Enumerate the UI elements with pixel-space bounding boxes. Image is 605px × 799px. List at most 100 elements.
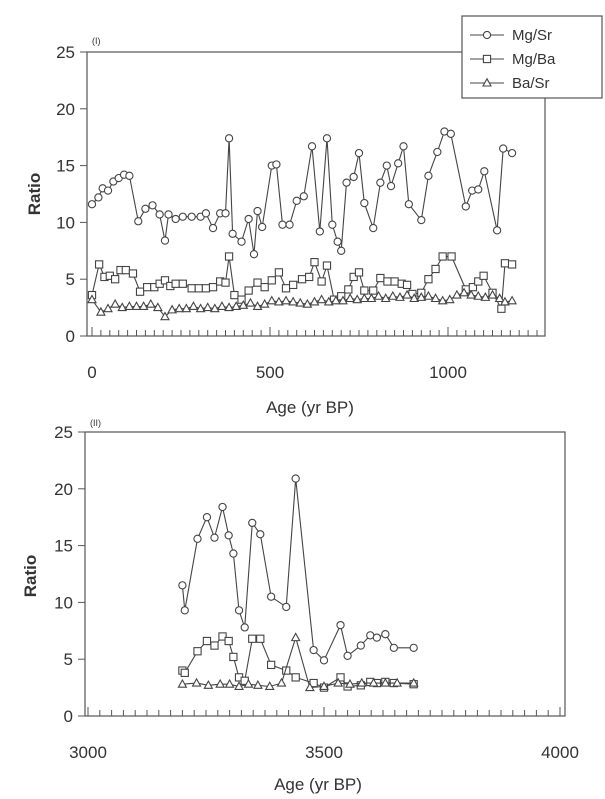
data-point-mg-sr: [125, 171, 134, 180]
data-point-mg-sr: [266, 592, 276, 601]
data-point-ba-sr: [117, 302, 128, 312]
data-point-ba-sr: [174, 303, 185, 313]
x-tick-label-500: 500: [256, 363, 284, 382]
data-point-ba-sr: [345, 678, 355, 688]
data-point-mg-ba: [193, 647, 202, 656]
data-point-mg-ba: [171, 279, 180, 288]
data-point-ba-sr: [366, 293, 377, 303]
data-point-mg-sr: [319, 656, 329, 665]
data-point-mg-sr: [249, 250, 259, 259]
data-point-mg-sr: [336, 620, 345, 630]
data-point-mg-sr: [141, 204, 150, 213]
data-point-mg-sr: [424, 171, 433, 180]
panel-label-i: (I): [92, 36, 101, 46]
data-point-mg-ba: [224, 636, 233, 646]
data-point-ba-sr: [124, 301, 135, 311]
data-point-mg-sr: [278, 220, 287, 229]
data-point-ba-sr: [480, 292, 491, 301]
data-point-mg-ba: [274, 268, 284, 277]
plot-frame-panel-i: [86, 51, 546, 337]
data-point-mg-sr: [256, 530, 265, 539]
data-point-mg-ba: [291, 673, 300, 682]
data-point-mg-sr: [253, 206, 262, 216]
data-point-ba-sr: [131, 301, 142, 311]
data-point-mg-ba: [424, 275, 433, 284]
data-point-ba-sr: [138, 301, 149, 311]
data-point-mg-ba: [143, 283, 152, 292]
data-point-mg-ba: [497, 304, 506, 313]
data-point-mg-sr: [474, 185, 483, 194]
data-point-ba-sr: [191, 677, 202, 687]
data-point-mg-ba: [500, 259, 510, 268]
y-tick-label-5: 5: [64, 650, 73, 669]
data-point-ba-sr: [224, 678, 235, 688]
data-point-ba-sr: [402, 289, 412, 299]
data-point-mg-ba: [507, 260, 517, 269]
panel-i: (I) Ratio Age (yr BP) 0 5 10 15 20 25 0 500 1000: [25, 36, 546, 417]
data-point-ba-sr: [202, 302, 213, 312]
data-point-ba-sr: [459, 287, 469, 297]
data-point-mg-sr: [399, 142, 408, 151]
data-point-ba-sr: [392, 677, 403, 687]
data-point-mg-sr: [309, 645, 318, 655]
y-tick-label-0: 0: [64, 707, 73, 726]
data-point-ba-sr: [395, 292, 405, 301]
data-point-ba-sr: [500, 296, 510, 306]
data-point-mg-ba: [208, 283, 218, 292]
data-point-mg-ba: [317, 277, 326, 286]
data-point-mg-sr: [240, 623, 249, 632]
data-point-mg-sr: [372, 633, 382, 642]
data-point-mg-sr: [386, 181, 396, 191]
data-point-mg-ba: [376, 273, 385, 283]
panel-ii: (II) Ratio Age (yr BP) 0 5 10 15 20 25 3000 350…: [21, 418, 579, 794]
data-point-mg-ba: [267, 276, 276, 285]
data-point-mg-sr: [201, 209, 211, 218]
data-point-mg-sr: [272, 160, 281, 169]
data-point-mg-ba: [438, 252, 447, 261]
data-point-mg-sr: [234, 606, 244, 615]
y-tick-label-25: 25: [54, 423, 73, 442]
data-point-mg-sr: [349, 172, 358, 182]
data-point-mg-ba: [322, 261, 332, 270]
data-point-mg-sr: [282, 602, 291, 612]
y-tick-label-10: 10: [54, 593, 73, 612]
data-point-mg-ba: [354, 268, 364, 277]
data-point-mg-sr: [322, 134, 332, 143]
y-tick-label-5: 5: [66, 270, 75, 289]
data-point-mg-ba: [281, 284, 291, 293]
data-point-mg-sr: [258, 222, 267, 232]
data-point-ba-sr: [160, 311, 170, 321]
data-point-mg-sr: [237, 237, 246, 246]
data-point-ba-sr: [259, 298, 270, 308]
data-point-mg-sr: [224, 531, 233, 540]
data-point-mg-ba: [178, 279, 187, 288]
plot-frame-panel-ii: [84, 431, 566, 717]
data-point-ba-sr: [203, 679, 214, 689]
x-tick-label-1000: 1000: [429, 363, 467, 382]
data-point-ba-sr: [245, 297, 256, 307]
data-point-mg-sr: [433, 147, 442, 157]
series-group-panel-ii: [177, 474, 419, 692]
data-point-ba-sr: [444, 294, 455, 304]
data-point-mg-ba: [402, 280, 412, 290]
data-point-mg-ba: [224, 252, 234, 261]
data-point-mg-ba: [474, 277, 483, 286]
data-point-mg-ba: [121, 265, 130, 275]
data-point-mg-sr: [221, 209, 230, 218]
data-point-mg-sr: [94, 193, 103, 202]
data-point-ba-sr: [181, 303, 192, 313]
y-axis-title-panel-ii: Ratio: [21, 555, 40, 598]
data-point-mg-sr: [285, 220, 294, 229]
data-point-mg-ba: [468, 283, 478, 292]
series-line-mg-sr: [181, 478, 414, 662]
data-point-ba-sr: [359, 293, 370, 303]
data-point-mg-sr: [382, 161, 391, 170]
data-point-mg-ba: [297, 275, 307, 284]
data-point-mg-sr: [148, 201, 157, 210]
data-point-mg-sr: [155, 210, 164, 219]
y-tick-label-10: 10: [56, 213, 75, 232]
legend-marker-ba-sr: [482, 77, 492, 87]
data-point-mg-sr: [409, 643, 418, 652]
y-axis-title-panel-i: Ratio: [25, 173, 44, 216]
